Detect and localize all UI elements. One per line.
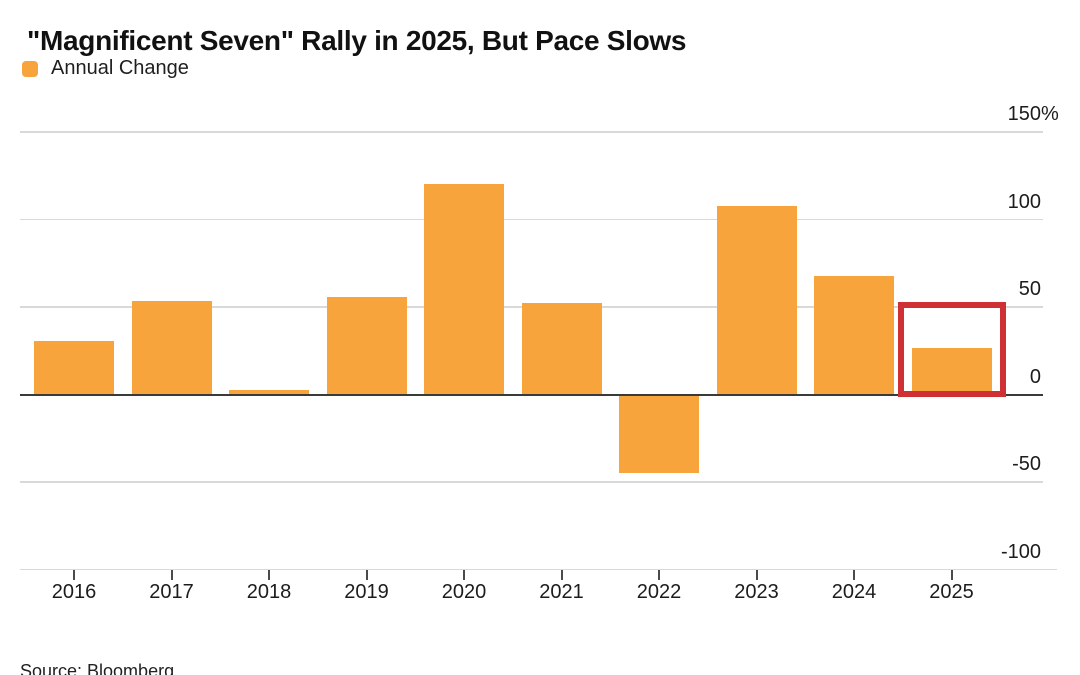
bar-2018	[229, 390, 309, 394]
bar-2023	[716, 206, 797, 394]
x-axis-label-2018: 2018	[246, 581, 292, 603]
x-axis-label-2017: 2017	[149, 581, 194, 603]
x-axis-tick	[170, 569, 173, 580]
y-axis-label: 100	[1007, 190, 1041, 213]
x-axis-tick	[463, 569, 465, 580]
bar-2024	[814, 276, 894, 394]
bar-2016	[34, 341, 114, 394]
x-axis-line	[20, 568, 1057, 570]
y-axis-label: -50	[1012, 453, 1041, 475]
chart-title: "Magnificent Seven" Rally in 2025, But P…	[27, 24, 687, 56]
bar-2020	[424, 183, 504, 394]
bar-2022	[619, 394, 699, 474]
x-axis-tick	[365, 569, 368, 580]
x-axis-tick	[755, 569, 758, 580]
x-axis-tick	[950, 569, 953, 580]
x-axis-tick	[73, 569, 75, 580]
y-axis-label: 0	[1029, 365, 1041, 388]
x-axis-label-2023: 2023	[734, 581, 779, 603]
x-axis-label-2019: 2019	[344, 581, 389, 603]
x-axis-tick	[268, 569, 270, 580]
y-axis-label: -100	[1000, 540, 1041, 563]
bar-2017	[131, 300, 212, 394]
x-axis-tick	[658, 569, 660, 580]
legend: Annual Change	[22, 57, 189, 80]
y-axis-label: 150%	[1007, 103, 1059, 125]
x-axis-tick	[560, 569, 563, 580]
x-axis-label-2020: 2020	[441, 581, 487, 603]
gridline	[20, 481, 1043, 483]
zero-line	[20, 393, 1043, 396]
source-attribution: Source: Bloomberg	[20, 661, 175, 675]
highlight-box-2025	[897, 302, 1006, 397]
x-axis-label-2024: 2024	[831, 581, 877, 603]
gridline	[20, 218, 1043, 220]
x-axis-label-2025: 2025	[929, 581, 974, 603]
legend-label: Annual Change	[51, 57, 189, 79]
x-axis-label-2016: 2016	[51, 581, 97, 603]
bar-2025	[911, 348, 992, 394]
bar-2019	[326, 297, 407, 394]
legend-swatch-annual-change	[22, 60, 38, 77]
x-axis-tick	[853, 569, 855, 580]
x-axis-label-2021: 2021	[539, 581, 584, 603]
gridline	[20, 131, 1043, 133]
x-axis-label-2022: 2022	[636, 581, 682, 603]
bar-2021	[521, 302, 602, 394]
y-axis-label: 50	[1018, 278, 1041, 300]
